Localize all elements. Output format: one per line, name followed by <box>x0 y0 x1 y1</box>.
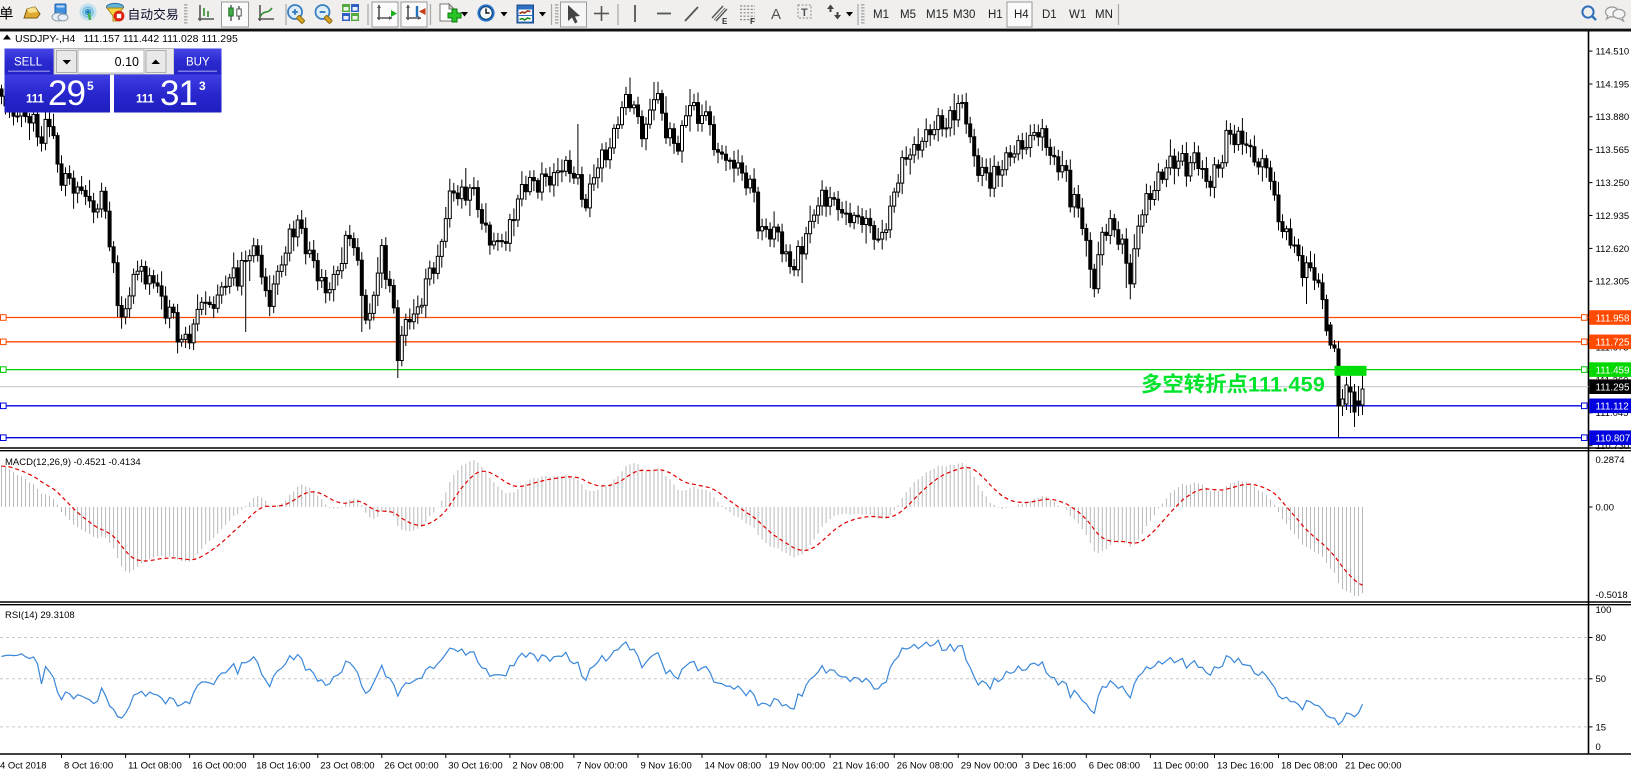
svg-text:111.459: 111.459 <box>1248 372 1325 397</box>
svg-text:M1: M1 <box>873 9 889 21</box>
svg-text:50: 50 <box>1596 674 1607 685</box>
svg-text:0.00: 0.00 <box>1596 502 1615 513</box>
svg-text:21 Nov 16:00: 21 Nov 16:00 <box>833 761 890 772</box>
svg-text:3 Dec 16:00: 3 Dec 16:00 <box>1025 761 1076 772</box>
svg-text:5: 5 <box>87 79 94 93</box>
svg-text:111.459: 111.459 <box>1596 365 1630 376</box>
svg-text:80: 80 <box>1596 633 1607 644</box>
svg-text:19 Nov 00:00: 19 Nov 00:00 <box>769 761 826 772</box>
svg-text:113.250: 113.250 <box>1596 178 1630 189</box>
svg-text:111: 111 <box>136 94 155 106</box>
svg-text:6 Dec 08:00: 6 Dec 08:00 <box>1089 761 1140 772</box>
svg-text:9 Nov 16:00: 9 Nov 16:00 <box>641 761 692 772</box>
svg-text:7 Nov 00:00: 7 Nov 00:00 <box>576 761 627 772</box>
svg-text:RSI(14) 29.3108: RSI(14) 29.3108 <box>5 610 75 621</box>
svg-text:21 Dec 00:00: 21 Dec 00:00 <box>1345 761 1402 772</box>
svg-text:M30: M30 <box>953 9 975 21</box>
svg-text:E: E <box>722 17 728 26</box>
svg-text:14 Nov 08:00: 14 Nov 08:00 <box>705 761 762 772</box>
svg-text:111.725: 111.725 <box>1596 338 1631 349</box>
svg-text:29 Nov 00:00: 29 Nov 00:00 <box>961 761 1018 772</box>
svg-text:113.565: 113.565 <box>1596 145 1630 156</box>
svg-text:15: 15 <box>1596 722 1607 733</box>
svg-text:MN: MN <box>1095 9 1113 21</box>
svg-text:112.305: 112.305 <box>1596 277 1630 288</box>
svg-text:18 Oct 16:00: 18 Oct 16:00 <box>256 761 310 772</box>
svg-text:111.958: 111.958 <box>1596 313 1631 324</box>
svg-text:111: 111 <box>26 94 45 106</box>
svg-text:23 Oct 08:00: 23 Oct 08:00 <box>320 761 374 772</box>
svg-text:26 Nov 08:00: 26 Nov 08:00 <box>897 761 954 772</box>
svg-text:11 Dec 00:00: 11 Dec 00:00 <box>1153 761 1209 772</box>
svg-text:26 Oct 00:00: 26 Oct 00:00 <box>384 761 438 772</box>
svg-text:M5: M5 <box>900 9 916 21</box>
svg-text:T: T <box>801 7 808 19</box>
svg-text:31: 31 <box>160 74 197 113</box>
svg-text:29: 29 <box>48 74 85 113</box>
svg-text:F: F <box>750 17 755 26</box>
svg-text:M15: M15 <box>926 9 948 21</box>
svg-text:16 Oct 00:00: 16 Oct 00:00 <box>192 761 246 772</box>
svg-text:18 Dec 08:00: 18 Dec 08:00 <box>1281 761 1338 772</box>
svg-text:A: A <box>771 6 781 23</box>
svg-text:110.807: 110.807 <box>1596 434 1631 445</box>
svg-text:3: 3 <box>199 79 206 93</box>
svg-text:110.730: 110.730 <box>1596 441 1630 452</box>
svg-text:0: 0 <box>1596 742 1601 753</box>
svg-text:D1: D1 <box>1042 9 1057 21</box>
svg-text:W1: W1 <box>1069 9 1086 21</box>
svg-text:112.620: 112.620 <box>1596 244 1630 255</box>
svg-text:SELL: SELL <box>14 57 43 69</box>
svg-text:H1: H1 <box>988 9 1003 21</box>
svg-text:4 Oct 2018: 4 Oct 2018 <box>0 761 46 772</box>
svg-text:11 Oct 08:00: 11 Oct 08:00 <box>128 761 182 772</box>
svg-text:113.880: 113.880 <box>1596 112 1630 123</box>
svg-text:112.935: 112.935 <box>1596 211 1630 222</box>
svg-text:111.045: 111.045 <box>1596 408 1629 419</box>
svg-text:MACD(12,26,9) -0.4521 -0.4134: MACD(12,26,9) -0.4521 -0.4134 <box>5 457 141 468</box>
svg-text:-0.5018: -0.5018 <box>1596 590 1628 601</box>
svg-text:2 Nov 08:00: 2 Nov 08:00 <box>512 761 563 772</box>
svg-text:114.510: 114.510 <box>1596 47 1630 58</box>
svg-text:0.2874: 0.2874 <box>1596 455 1625 466</box>
svg-text:111.112: 111.112 <box>1596 402 1629 413</box>
svg-text:111.295: 111.295 <box>1596 383 1631 394</box>
svg-text:USDJPY-,H4 111.157 111.442 11: USDJPY-,H4 111.157 111.442 111.028 111.2… <box>15 33 238 45</box>
svg-text:0.10: 0.10 <box>115 55 139 69</box>
svg-text:114.195: 114.195 <box>1596 79 1630 90</box>
svg-text:BUY: BUY <box>186 57 210 69</box>
svg-text:8 Oct 16:00: 8 Oct 16:00 <box>64 761 113 772</box>
svg-text:100: 100 <box>1596 605 1612 616</box>
svg-text:30 Oct 16:00: 30 Oct 16:00 <box>448 761 502 772</box>
svg-text:H4: H4 <box>1014 9 1029 21</box>
svg-text:13 Dec 16:00: 13 Dec 16:00 <box>1217 761 1274 772</box>
